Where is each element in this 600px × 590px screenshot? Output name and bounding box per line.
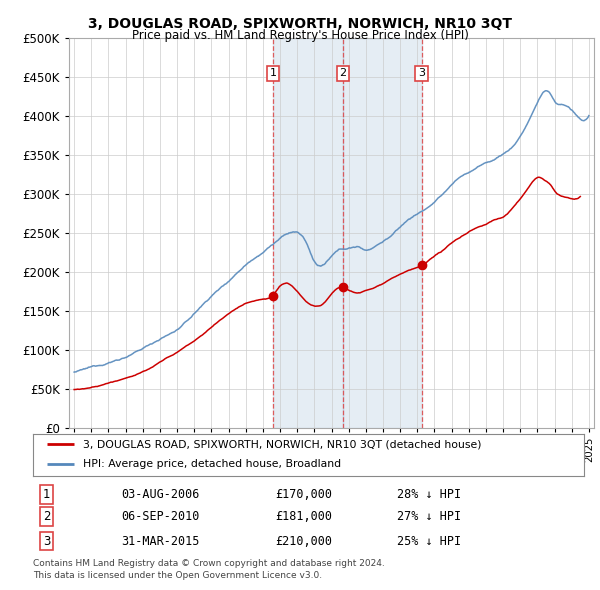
Text: This data is licensed under the Open Government Licence v3.0.: This data is licensed under the Open Gov… xyxy=(33,571,322,579)
Text: 3, DOUGLAS ROAD, SPIXWORTH, NORWICH, NR10 3QT (detached house): 3, DOUGLAS ROAD, SPIXWORTH, NORWICH, NR1… xyxy=(83,440,481,449)
Bar xyxy=(343,38,422,428)
Text: 31-MAR-2015: 31-MAR-2015 xyxy=(121,535,200,548)
Text: Price paid vs. HM Land Registry's House Price Index (HPI): Price paid vs. HM Land Registry's House … xyxy=(131,30,469,42)
Text: Contains HM Land Registry data © Crown copyright and database right 2024.: Contains HM Land Registry data © Crown c… xyxy=(33,559,385,568)
Text: 27% ↓ HPI: 27% ↓ HPI xyxy=(397,510,461,523)
Bar xyxy=(273,38,343,428)
Text: £210,000: £210,000 xyxy=(275,535,332,548)
Text: 03-AUG-2006: 03-AUG-2006 xyxy=(121,488,200,501)
Text: 06-SEP-2010: 06-SEP-2010 xyxy=(121,510,200,523)
Text: HPI: Average price, detached house, Broadland: HPI: Average price, detached house, Broa… xyxy=(83,459,341,469)
Text: 1: 1 xyxy=(269,68,277,78)
Text: 3: 3 xyxy=(418,68,425,78)
Text: 25% ↓ HPI: 25% ↓ HPI xyxy=(397,535,461,548)
Text: 3, DOUGLAS ROAD, SPIXWORTH, NORWICH, NR10 3QT: 3, DOUGLAS ROAD, SPIXWORTH, NORWICH, NR1… xyxy=(88,17,512,31)
Text: 2: 2 xyxy=(43,510,50,523)
Text: £170,000: £170,000 xyxy=(275,488,332,501)
Text: 2: 2 xyxy=(340,68,347,78)
Text: 28% ↓ HPI: 28% ↓ HPI xyxy=(397,488,461,501)
Text: 1: 1 xyxy=(43,488,50,501)
Text: 3: 3 xyxy=(43,535,50,548)
Text: £181,000: £181,000 xyxy=(275,510,332,523)
